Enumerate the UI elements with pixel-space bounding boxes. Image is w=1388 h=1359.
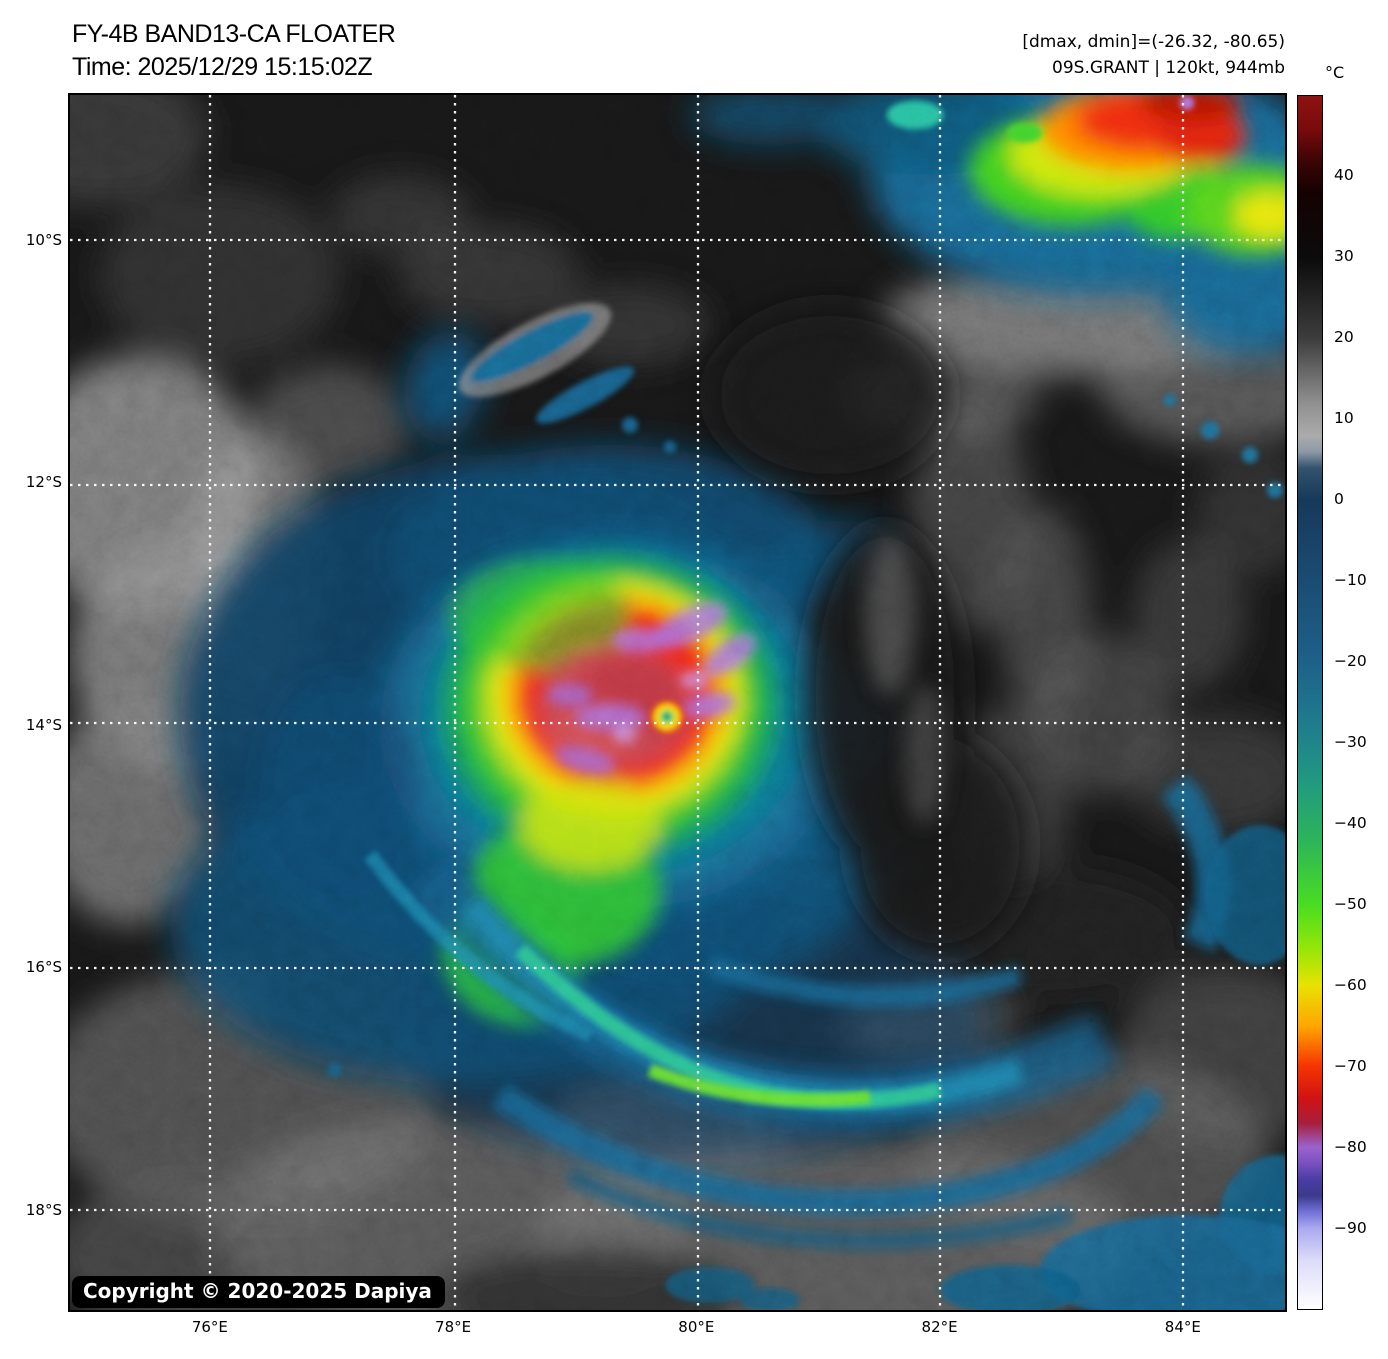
colorbar-tick-label: 40 — [1334, 166, 1354, 184]
figure-timestamp: Time: 2025/12/29 15:15:02Z — [72, 53, 373, 81]
colorbar-tick-label: −60 — [1334, 976, 1367, 994]
colorbar-tick-label: −80 — [1334, 1138, 1367, 1156]
lat-tick-label: 10°S — [25, 230, 62, 249]
colorbar-tick-label: −90 — [1334, 1219, 1367, 1237]
colorbar-tick-label: −40 — [1334, 814, 1367, 832]
dmax-dmin-annotation: [dmax, dmin]=(-26.32, -80.65) — [1022, 32, 1285, 52]
colorbar-tick-label: −30 — [1334, 733, 1367, 751]
colorbar-tick-label: −10 — [1334, 571, 1367, 589]
lat-tick-label: 12°S — [25, 473, 62, 492]
figure-title: FY-4B BAND13-CA FLOATER — [72, 20, 396, 48]
colorbar-tick-label: −20 — [1334, 652, 1367, 670]
lon-tick-label: 78°E — [435, 1318, 472, 1336]
lon-tick-label: 84°E — [1164, 1318, 1201, 1336]
lon-tick-label: 76°E — [191, 1318, 228, 1336]
lat-tick-label: 18°S — [25, 1200, 62, 1219]
lon-tick-label: 82°E — [921, 1318, 958, 1336]
lat-tick-label: 16°S — [25, 958, 62, 977]
graticule-gridlines — [70, 95, 1285, 1310]
colorbar-unit-label: °C — [1325, 63, 1345, 82]
colorbar-tick-label: −50 — [1334, 895, 1367, 913]
colorbar-tick-label: 20 — [1334, 328, 1354, 346]
satellite-image — [70, 95, 1285, 1310]
colorbar-tick-label: 0 — [1334, 490, 1344, 508]
map-plot-area: Copyright © 2020-2025 Dapiya — [68, 93, 1287, 1312]
lon-tick-label: 80°E — [678, 1318, 715, 1336]
colorbar-tick-label: 30 — [1334, 247, 1354, 265]
colorbar-tick-label: 10 — [1334, 409, 1354, 427]
colorbar-tick-label: −70 — [1334, 1057, 1367, 1075]
copyright-badge: Copyright © 2020-2025 Dapiya — [72, 1276, 445, 1308]
colorbar-gradient — [1297, 95, 1323, 1310]
pixel-grain-overlay — [70, 95, 1285, 1310]
storm-info-annotation: 09S.GRANT | 120kt, 944mb — [1052, 58, 1285, 78]
lat-tick-label: 14°S — [25, 715, 62, 734]
